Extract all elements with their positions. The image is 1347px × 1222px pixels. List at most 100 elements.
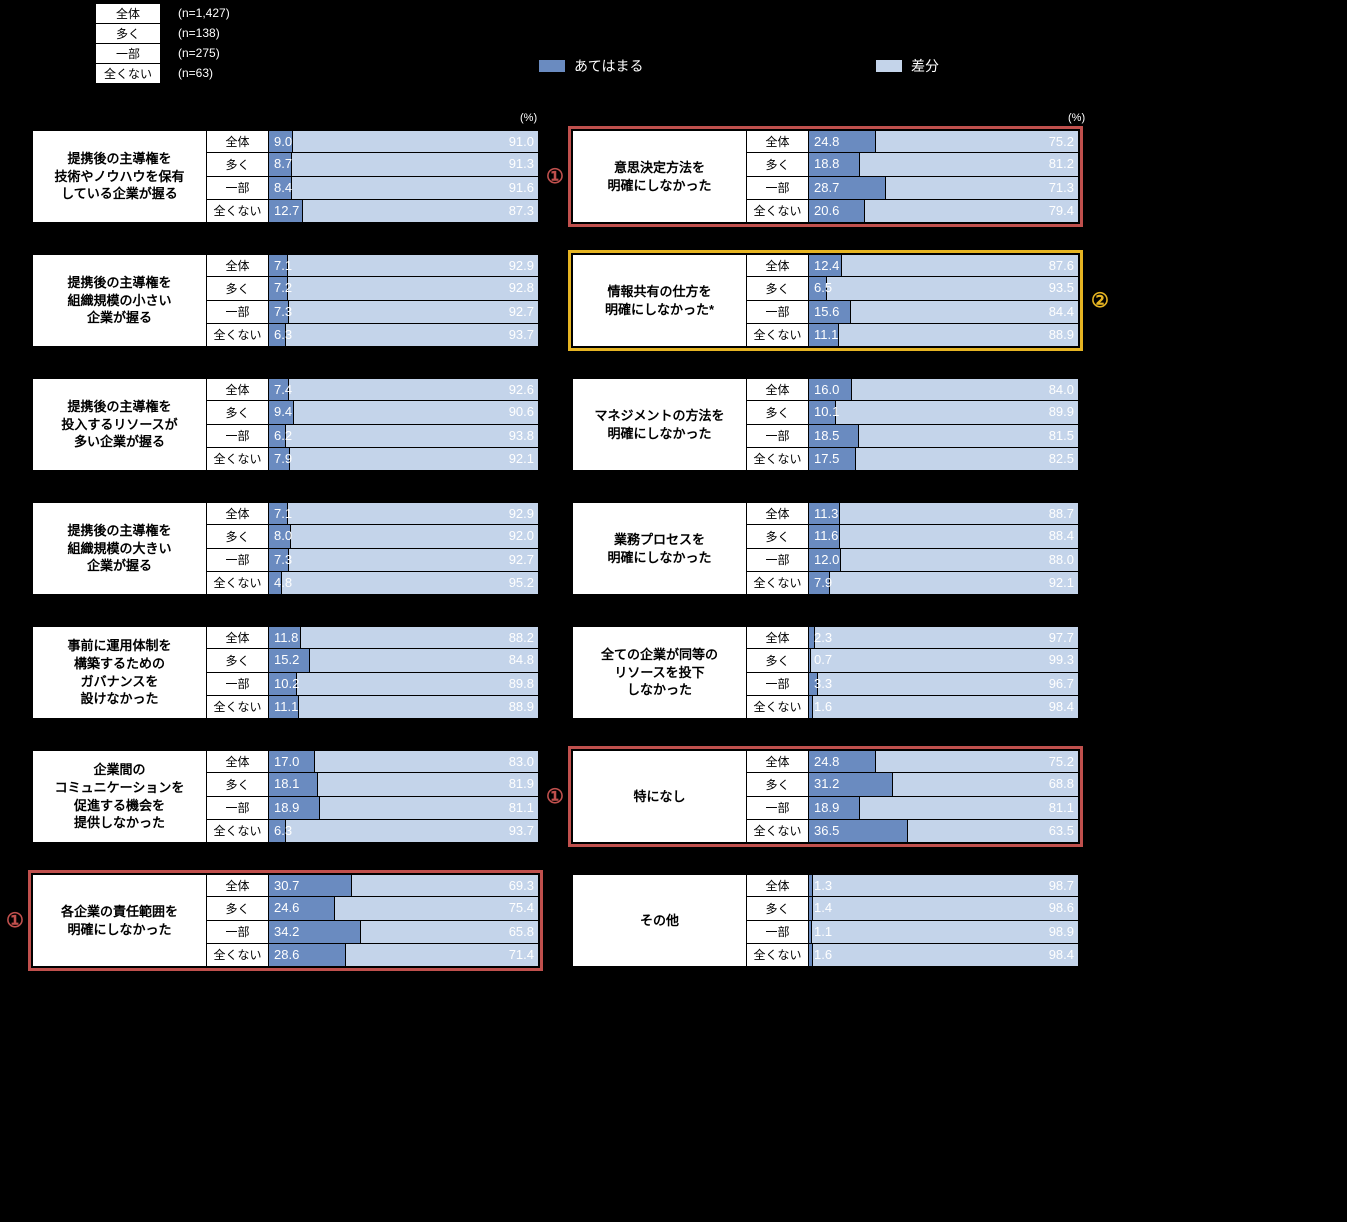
bar-value-left: 10.1 [814, 404, 839, 419]
block-title: 各企業の責任範囲を明確にしなかった [32, 874, 207, 967]
legend-counts: (n=1,427)(n=138)(n=275)(n=63) [178, 3, 230, 83]
bar-row: 10.289.8 [269, 673, 539, 696]
bar-row: 24.875.2 [809, 130, 1079, 153]
bar-row: 20.679.4 [809, 200, 1079, 223]
bar-value-right: 83.0 [509, 754, 534, 769]
category-cell: 全体 [207, 130, 269, 153]
bar-value-right: 92.6 [509, 382, 534, 397]
bar-value-right: 89.9 [1049, 404, 1074, 419]
bar-row: 7.192.9 [269, 502, 539, 525]
category-cell: 全くない [747, 200, 809, 223]
bar-segment-unselected [852, 379, 1079, 400]
bar-segment-unselected [288, 277, 539, 299]
category-column: 全体多く一部全くない [747, 750, 809, 843]
bar-row: 18.881.2 [809, 153, 1079, 176]
bar-segment-unselected [310, 649, 539, 671]
category-cell: 一部 [747, 425, 809, 448]
bar-value-left: 28.6 [274, 947, 299, 962]
category-cell: 全体 [207, 750, 269, 773]
bar-segment-unselected [290, 448, 539, 470]
category-cell: 全くない [747, 572, 809, 595]
bar-segment-unselected [320, 797, 539, 819]
bar-row: 11.188.9 [269, 696, 539, 719]
category-cell: 多く [747, 401, 809, 424]
bar-value-left: 31.2 [814, 776, 839, 791]
bar-value-right: 91.0 [509, 134, 534, 149]
bar-area: 30.769.324.675.434.265.828.671.4 [269, 874, 539, 967]
bar-area: 2.397.70.799.33.396.71.698.4 [809, 626, 1079, 719]
bar-row: 9.490.6 [269, 401, 539, 424]
bar-value-right: 71.4 [509, 947, 534, 962]
bar-value-right: 92.9 [509, 506, 534, 521]
bar-value-right: 84.8 [509, 652, 534, 667]
category-cell: 全くない [747, 324, 809, 347]
bar-value-left: 11.1 [814, 327, 838, 342]
highlight-marker: ① [6, 908, 24, 933]
bar-row: 1.498.6 [809, 897, 1079, 920]
category-cell: 一部 [207, 301, 269, 324]
bar-value-left: 4.8 [274, 575, 292, 590]
category-cell: 全体 [207, 626, 269, 649]
chart-block: 情報共有の仕方を明確にしなかった*全体多く一部全くない12.487.66.593… [572, 254, 1079, 347]
bar-row: 17.083.0 [269, 750, 539, 773]
highlight-marker: ① [546, 164, 564, 189]
bar-segment-unselected [812, 921, 1079, 943]
bar-value-right: 98.9 [1049, 924, 1074, 939]
bar-value-right: 96.7 [1049, 676, 1074, 691]
bar-value-right: 93.7 [509, 327, 534, 342]
bar-value-right: 92.1 [509, 451, 534, 466]
bar-segment-unselected [292, 153, 539, 175]
category-cell: 一部 [207, 177, 269, 200]
bar-value-right: 89.8 [509, 676, 534, 691]
block-title: 情報共有の仕方を明確にしなかった* [572, 254, 747, 347]
category-cell: 多く [747, 897, 809, 920]
bar-row: 24.875.2 [809, 750, 1079, 773]
category-column: 全体多く一部全くない [747, 626, 809, 719]
bar-row: 24.675.4 [269, 897, 539, 920]
bar-value-right: 79.4 [1049, 203, 1074, 218]
bar-value-right: 68.8 [1049, 776, 1074, 791]
block-title: 意思決定方法を明確にしなかった [572, 130, 747, 223]
bar-segment-unselected [860, 153, 1079, 175]
bar-segment-unselected [813, 944, 1079, 966]
bar-row: 8.791.3 [269, 153, 539, 176]
category-cell: 一部 [207, 549, 269, 572]
bar-segment-unselected [288, 255, 539, 276]
category-cell: 多く [207, 401, 269, 424]
bar-row: 2.397.7 [809, 626, 1079, 649]
bar-value-right: 69.3 [509, 878, 534, 893]
category-cell: 一部 [747, 921, 809, 944]
bar-value-left: 3.3 [814, 676, 832, 691]
bar-value-right: 92.1 [1049, 575, 1074, 590]
chart-block: 事前に運用体制を構築するためのガバナンスを設けなかった全体多く一部全くない11.… [32, 626, 539, 719]
bar-segment-unselected [860, 797, 1079, 819]
category-cell: 一部 [747, 549, 809, 572]
bar-value-left: 18.9 [814, 800, 839, 815]
bar-segment-unselected [839, 324, 1079, 346]
bar-row: 30.769.3 [269, 874, 539, 897]
category-cell: 全体 [207, 502, 269, 525]
block-title: 提携後の主導権を技術やノウハウを保有している企業が握る [32, 130, 207, 223]
bar-value-right: 87.6 [1049, 258, 1074, 273]
bar-value-right: 90.6 [509, 404, 534, 419]
bar-value-left: 8.0 [274, 528, 292, 543]
bar-segment-unselected [288, 503, 539, 524]
category-cell: 多く [747, 525, 809, 548]
bar-row: 15.284.8 [269, 649, 539, 672]
bar-area: 24.875.218.881.228.771.320.679.4 [809, 130, 1079, 223]
legend-category-box: 全体多く一部全くない [95, 3, 161, 84]
legend-category-label: 全くない [96, 64, 160, 83]
bar-value-right: 88.2 [509, 630, 534, 645]
bar-value-left: 18.8 [814, 156, 839, 171]
chart-block: 提携後の主導権を組織規模の小さい企業が握る全体多く一部全くない7.192.97.… [32, 254, 539, 347]
bar-value-left: 24.8 [814, 134, 839, 149]
swatch-icon [875, 59, 903, 73]
bar-value-right: 93.5 [1049, 280, 1074, 295]
bar-segment-unselected [840, 525, 1079, 547]
category-cell: 全くない [207, 200, 269, 223]
legend-unselected: 差分 [875, 56, 939, 76]
bar-value-right: 98.6 [1049, 900, 1074, 915]
category-column: 全体多く一部全くない [747, 874, 809, 967]
legend-selected: あてはまる [538, 56, 643, 76]
chart-block: 全ての企業が同等のリソースを投下しなかった全体多く一部全くない2.397.70.… [572, 626, 1079, 719]
